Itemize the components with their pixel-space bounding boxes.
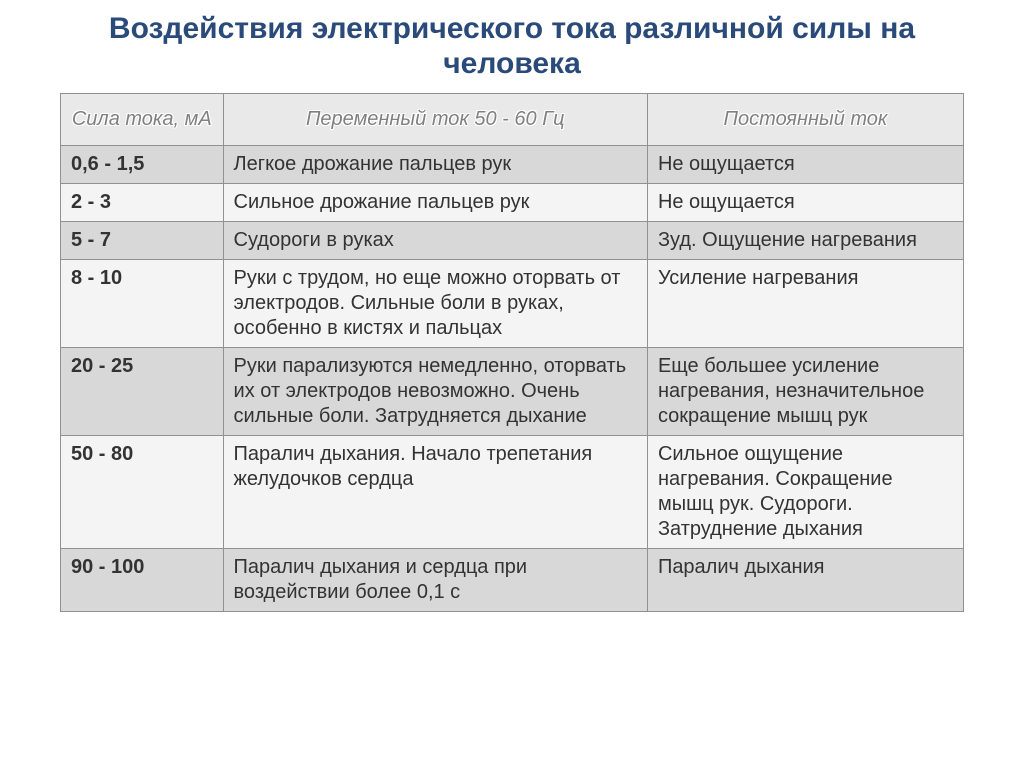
table-row: 90 - 100Паралич дыхания и сердца при воз… (61, 549, 964, 612)
table-cell: Сильное дрожание пальцев рук (223, 184, 647, 222)
page-title: Воздействия электрического тока различно… (60, 12, 964, 81)
table-cell: Паралич дыхания и сердца при воздействии… (223, 549, 647, 612)
table-body: 0,6 - 1,5Легкое дрожание пальцев рукНе о… (61, 146, 964, 612)
table-cell: 8 - 10 (61, 260, 224, 348)
table-cell: Судороги в руках (223, 222, 647, 260)
table-cell: Сильное ощущение нагревания. Сокращение … (647, 436, 963, 549)
table-cell: Не ощущается (647, 146, 963, 184)
table-cell: Паралич дыхания (647, 549, 963, 612)
table-cell: Еще большее усиление нагревания, незначи… (647, 348, 963, 436)
col-header-ac: Переменный ток 50 - 60 Гц (223, 94, 647, 146)
table-cell: Легкое дрожание пальцев рук (223, 146, 647, 184)
table-cell: 5 - 7 (61, 222, 224, 260)
table-cell: 20 - 25 (61, 348, 224, 436)
table-cell: Руки с трудом, но еще можно оторвать от … (223, 260, 647, 348)
table-cell: 0,6 - 1,5 (61, 146, 224, 184)
table-row: 5 - 7Судороги в рукахЗуд. Ощущение нагре… (61, 222, 964, 260)
table-row: 20 - 25Руки парализуются немедленно, ото… (61, 348, 964, 436)
table-row: 2 - 3Сильное дрожание пальцев рукНе ощущ… (61, 184, 964, 222)
table-row: 8 - 10Руки с трудом, но еще можно оторва… (61, 260, 964, 348)
col-header-current: Сила тока, мА (61, 94, 224, 146)
table-cell: Не ощущается (647, 184, 963, 222)
effects-table: Сила тока, мА Переменный ток 50 - 60 Гц … (60, 93, 964, 612)
table-cell: Усиление нагревания (647, 260, 963, 348)
table-cell: Паралич дыхания. Начало трепетания желуд… (223, 436, 647, 549)
table-cell: 2 - 3 (61, 184, 224, 222)
table-cell: Руки парализуются немедленно, оторвать и… (223, 348, 647, 436)
table-cell: Зуд. Ощущение нагревания (647, 222, 963, 260)
table-row: 0,6 - 1,5Легкое дрожание пальцев рукНе о… (61, 146, 964, 184)
col-header-dc: Постоянный ток (647, 94, 963, 146)
table-cell: 90 - 100 (61, 549, 224, 612)
table-header-row: Сила тока, мА Переменный ток 50 - 60 Гц … (61, 94, 964, 146)
table-row: 50 - 80Паралич дыхания. Начало трепетани… (61, 436, 964, 549)
table-cell: 50 - 80 (61, 436, 224, 549)
